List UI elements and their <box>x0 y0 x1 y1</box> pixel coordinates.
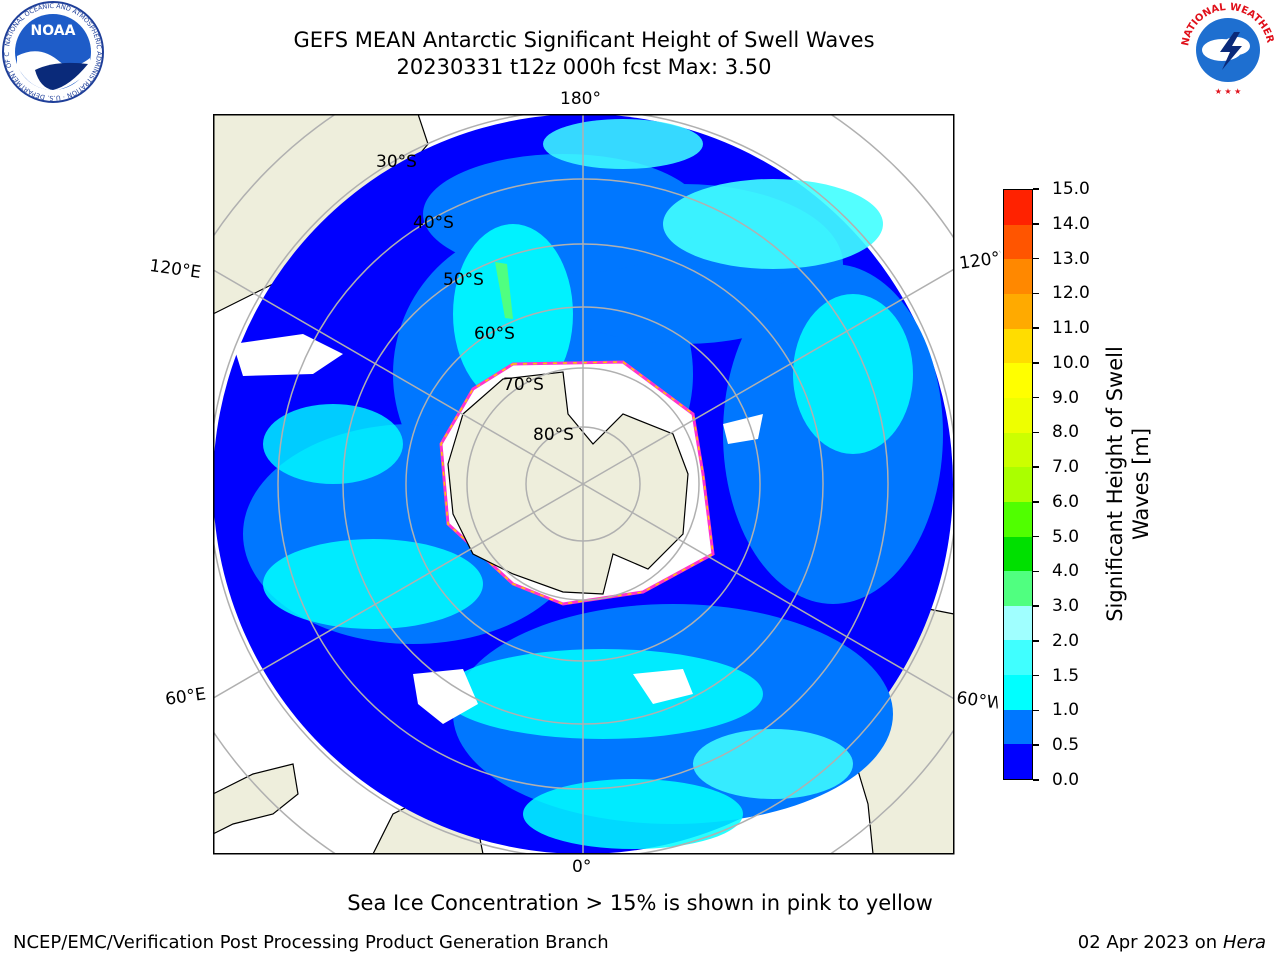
colorbar-tick-label: 7.0 <box>1052 457 1080 478</box>
colorbar-tick-mark <box>1033 640 1039 642</box>
colorbar-tick-mark <box>1033 188 1039 190</box>
colorbar-tick-mark <box>1033 605 1039 607</box>
colorbar-label-line1: Significant Height of Swell <box>1103 346 1127 622</box>
lat-label-70s: 70°S <box>503 375 544 395</box>
footer-date: 02 Apr 2023 on <box>1077 932 1218 953</box>
colorbar <box>1003 189 1033 780</box>
colorbar-segment <box>1004 467 1032 502</box>
lon-label-180: 180° <box>560 89 601 109</box>
colorbar-segment <box>1004 397 1032 433</box>
colorbar-tick-mark <box>1033 570 1039 573</box>
map-frame <box>213 114 955 855</box>
lat-label-30s: 30°S <box>376 152 417 172</box>
swell-max-patch <box>495 262 513 319</box>
colorbar-segment <box>1004 640 1032 676</box>
colorbar-tick-mark <box>1033 709 1039 712</box>
colorbar-tick-label: 4.0 <box>1052 561 1080 582</box>
colorbar-tick-label: 6.0 <box>1052 491 1080 512</box>
colorbar-tick-label: 11.0 <box>1052 318 1090 339</box>
nws-stars: ★ ★ ★ <box>1215 87 1242 96</box>
colorbar-tick-label: 5.0 <box>1052 526 1080 547</box>
lon-label-60e: 60°E <box>164 684 208 710</box>
lat-label-50s: 50°S <box>443 270 484 290</box>
lon-label-0: 0° <box>572 857 592 877</box>
nws-logo: NATIONAL WEATHER SERVICE ★ ★ ★ <box>1176 0 1276 98</box>
colorbar-tick-mark <box>1033 674 1039 677</box>
colorbar-segment <box>1004 571 1032 606</box>
colorbar-segment <box>1004 363 1032 398</box>
colorbar-tick-label: 9.0 <box>1052 387 1080 408</box>
colorbar-tick-mark <box>1033 431 1039 434</box>
colorbar-segment <box>1004 675 1032 710</box>
colorbar-segment <box>1004 224 1032 260</box>
footer-right: 02 Apr 2023 on Hera <box>1078 932 1266 953</box>
colorbar-segment <box>1004 190 1032 225</box>
colorbar-segment <box>1004 501 1032 537</box>
colorbar-label-line2: Waves [m] <box>1129 427 1153 541</box>
colorbar-tick-mark <box>1033 396 1039 399</box>
noaa-logo: NATIONAL OCEANIC AND ATMOSPHERIC ADMINIS… <box>0 0 104 103</box>
colorbar-segment <box>1004 709 1032 745</box>
polar-map <box>213 114 955 855</box>
lat-label-60s: 60°S <box>474 324 515 344</box>
colorbar-segment <box>1004 744 1032 779</box>
colorbar-tick-mark <box>1033 223 1039 225</box>
colorbar-tick-mark <box>1033 535 1039 538</box>
footer-host: Hera <box>1222 932 1266 953</box>
colorbar-tick-mark <box>1033 327 1039 329</box>
colorbar-tick-mark <box>1033 362 1039 364</box>
colorbar-tick-label: 15.0 <box>1052 179 1090 199</box>
colorbar-tick-label: 13.0 <box>1052 248 1090 269</box>
colorbar-segment <box>1004 536 1032 572</box>
colorbar-segment <box>1004 294 1032 329</box>
colorbar-tick-label: 0.5 <box>1052 735 1080 756</box>
lon-label-120e: 120°E <box>148 256 203 284</box>
colorbar-segment <box>1004 259 1032 295</box>
colorbar-tick-mark <box>1033 501 1039 503</box>
colorbar-segment <box>1004 432 1032 468</box>
sea-ice-caption: Sea Ice Concentration > 15% is shown in … <box>347 891 933 915</box>
colorbar-tick-label: 1.0 <box>1052 700 1080 721</box>
footer-left: NCEP/EMC/Verification Post Processing Pr… <box>13 932 609 953</box>
madagascar-land <box>213 763 299 835</box>
colorbar-tick-mark <box>1033 292 1039 295</box>
colorbar-tick-label: 1.5 <box>1052 665 1080 686</box>
colorbar-ticks: 0.0 0.5 1.0 1.5 2.0 3.0 4.0 5.0 6.0 7.0 8.0 9.0 10.0… <box>1033 179 1113 790</box>
colorbar-tick-label: 2.0 <box>1052 630 1080 651</box>
colorbar-tick-label: 3.0 <box>1052 596 1080 617</box>
colorbar-segment <box>1004 605 1032 641</box>
colorbar-tick-mark <box>1033 779 1039 781</box>
colorbar-tick-label: 14.0 <box>1052 213 1090 234</box>
colorbar-tick-mark <box>1033 744 1039 746</box>
colorbar-tick-label: 12.0 <box>1052 283 1090 304</box>
colorbar-tick-mark <box>1033 466 1039 468</box>
colorbar-tick-label: 0.0 <box>1052 770 1080 790</box>
colorbar-segments <box>1004 190 1032 779</box>
lon-label-60w: 60°W <box>955 688 1000 714</box>
title-line-2: 20230331 t12z 000h fcst Max: 3.50 <box>396 55 772 79</box>
colorbar-tick-mark <box>1033 257 1039 260</box>
lat-label-40s: 40°S <box>413 213 454 233</box>
colorbar-tick-label: 10.0 <box>1052 352 1090 373</box>
lat-label-80s: 80°S <box>533 425 574 445</box>
colorbar-tick-label: 8.0 <box>1052 422 1080 443</box>
lon-label-120w: 120°W <box>958 248 1003 274</box>
colorbar-segment <box>1004 328 1032 364</box>
graticule <box>213 114 954 854</box>
antarctica-land <box>447 371 689 595</box>
noaa-wordmark: NOAA <box>31 23 76 39</box>
title-line-1: GEFS MEAN Antarctic Significant Height o… <box>293 28 875 52</box>
